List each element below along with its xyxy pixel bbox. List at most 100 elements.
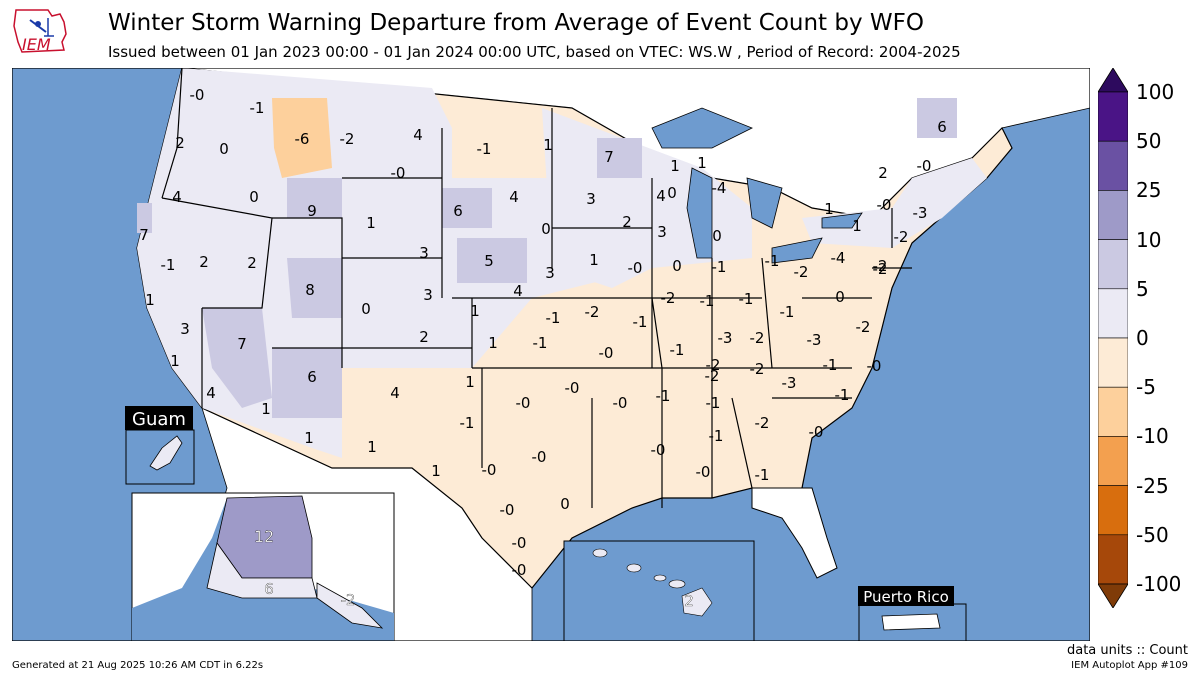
wfo-value: -2 [340, 130, 355, 148]
wfo-value: 8 [305, 281, 315, 299]
wfo-value: -1 [700, 292, 715, 310]
wfo-value: -2 [706, 356, 721, 374]
wfo-area-neg6 [272, 98, 332, 178]
lake-ontario [821, 212, 863, 229]
state-borders [161, 68, 912, 508]
wfo-area-6-me [917, 98, 957, 138]
wfo-value: -3 [718, 329, 733, 347]
wfo-value: -2 [341, 591, 356, 609]
wfo-value: -2 [705, 367, 720, 385]
wfo-value: -6 [295, 130, 310, 148]
wfo-value: 1 [697, 154, 707, 172]
wfo-value: -1 [633, 313, 648, 331]
wfo-value: -2 [585, 303, 600, 321]
wfo-value: 2 [684, 592, 694, 610]
wfo-value: -0 [696, 463, 711, 481]
colorbar-segment [1098, 485, 1128, 536]
wfo-value: 2 [247, 254, 257, 272]
wfo-value: -0 [482, 461, 497, 479]
wfo-value: -2 [856, 318, 871, 336]
wfo-value: -2 [873, 257, 888, 275]
lake-superior [651, 107, 753, 149]
wfo-value: 1 [431, 462, 441, 480]
wfo-value: 1 [465, 373, 475, 391]
wfo-value: -1 [706, 394, 721, 412]
wfo-value: 0 [541, 220, 551, 238]
colorbar-tick-label: 0 [1136, 326, 1149, 350]
wfo-value: 3 [423, 286, 433, 304]
wfo-value: 6 [264, 580, 274, 598]
wfo-value: -2 [750, 360, 765, 378]
wfo-value: 1 [852, 217, 862, 235]
puerto-rico-inset: Puerto Rico [858, 586, 967, 641]
wfo-area-7-nv [202, 308, 272, 408]
lake-michigan [686, 167, 713, 259]
wfo-value: 1 [304, 429, 314, 447]
colorbar-segment [1098, 337, 1128, 388]
wfo-value: -2 [755, 414, 770, 432]
colorbar-tick-label: -50 [1136, 522, 1169, 547]
wfo-value: 1 [543, 136, 553, 154]
wfo-area-7-mn [597, 138, 642, 178]
colorbar-tick-label: -25 [1136, 473, 1169, 498]
data-units-label: data units :: Count [1066, 643, 1188, 658]
wfo-value: 6 [937, 118, 947, 136]
wfo-value: -1 [709, 427, 724, 445]
wfo-value: -0 [628, 259, 643, 277]
wfo-area-8 [287, 258, 342, 318]
wfo-value: -0 [613, 394, 628, 412]
wfo-value: -0 [500, 501, 515, 519]
wfo-value: 1 [488, 334, 498, 352]
wfo-value: -2 [661, 289, 676, 307]
wfo-value: 4 [390, 384, 400, 402]
colorbar-tick-label: -100 [1136, 572, 1182, 596]
hawaii-inset [563, 540, 755, 641]
wfo-value: -0 [512, 561, 527, 579]
wfo-value: 0 [219, 140, 229, 158]
iem-logo-text: IEM [22, 35, 51, 54]
wfo-value: 4 [513, 282, 523, 300]
colorbar-tick-label: 25 [1136, 178, 1162, 203]
wfo-value: 7 [604, 148, 614, 166]
wfo-value: -1 [656, 387, 671, 405]
wfo-value: -3 [807, 331, 822, 349]
wfo-value: -1 [533, 334, 548, 352]
wfo-value: -0 [877, 196, 892, 214]
wfo-value: -0 [651, 441, 666, 459]
iem-logo: IEM [13, 9, 67, 54]
wfo-value: 2 [199, 253, 209, 271]
wfo-value: 0 [835, 288, 845, 306]
wfo-value: 2 [419, 328, 429, 346]
alaska-inset [131, 492, 395, 641]
wfo-area-6-az [272, 348, 342, 418]
wfo-value: 1 [145, 291, 155, 309]
wfo-value: -1 [161, 256, 176, 274]
wfo-value: -1 [765, 252, 780, 270]
wfo-value: -1 [739, 290, 754, 308]
wfo-value: 5 [484, 252, 494, 270]
wfo-value: 0 [667, 184, 677, 202]
lake-erie [771, 237, 823, 264]
colorbar-tick-label: 5 [1136, 276, 1149, 301]
wfo-value: -1 [460, 414, 475, 432]
wfo-value: -1 [250, 99, 265, 117]
autoplot-app-label: IEM Autoplot App #109 [1071, 660, 1188, 671]
wfo-value: 3 [657, 223, 667, 241]
guam-inset: Guam [125, 406, 195, 485]
wfo-value: 7 [139, 226, 149, 244]
wfo-value: -4 [712, 179, 727, 197]
colorbar [1098, 68, 1128, 608]
lake-huron [746, 177, 783, 229]
wfo-value: 9 [307, 202, 317, 220]
wfo-area-9 [287, 178, 342, 218]
wfo-value: -2 [750, 329, 765, 347]
wfo-value: -0 [867, 357, 882, 375]
wfo-value: 0 [560, 495, 570, 513]
wfo-value: -1 [823, 356, 838, 374]
wfo-value: 1 [261, 400, 271, 418]
wfo-value: 0 [249, 188, 259, 206]
wfo-value: 0 [672, 257, 682, 275]
colorbar-tick-label: 50 [1136, 129, 1162, 154]
wfo-area-7-ca [137, 203, 152, 233]
wfo-value: -1 [755, 466, 770, 484]
